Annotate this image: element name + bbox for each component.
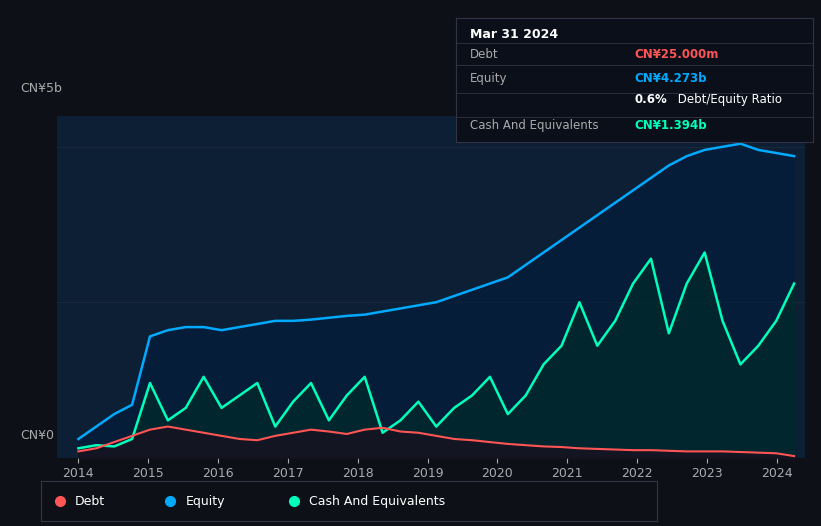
- Text: Debt: Debt: [470, 48, 498, 61]
- Text: Equity: Equity: [470, 72, 507, 85]
- Text: CN¥1.394b: CN¥1.394b: [635, 118, 707, 132]
- Text: Debt: Debt: [75, 494, 105, 508]
- Text: CN¥4.273b: CN¥4.273b: [635, 72, 707, 85]
- Text: CN¥25.000m: CN¥25.000m: [635, 48, 718, 61]
- Text: CN¥0: CN¥0: [21, 429, 54, 442]
- Text: 0.6%: 0.6%: [635, 93, 667, 106]
- Text: Cash And Equivalents: Cash And Equivalents: [470, 118, 599, 132]
- Text: CN¥5b: CN¥5b: [21, 82, 62, 95]
- Text: Cash And Equivalents: Cash And Equivalents: [309, 494, 445, 508]
- Text: Debt/Equity Ratio: Debt/Equity Ratio: [673, 93, 782, 106]
- Text: Equity: Equity: [186, 494, 225, 508]
- Text: Mar 31 2024: Mar 31 2024: [470, 28, 558, 42]
